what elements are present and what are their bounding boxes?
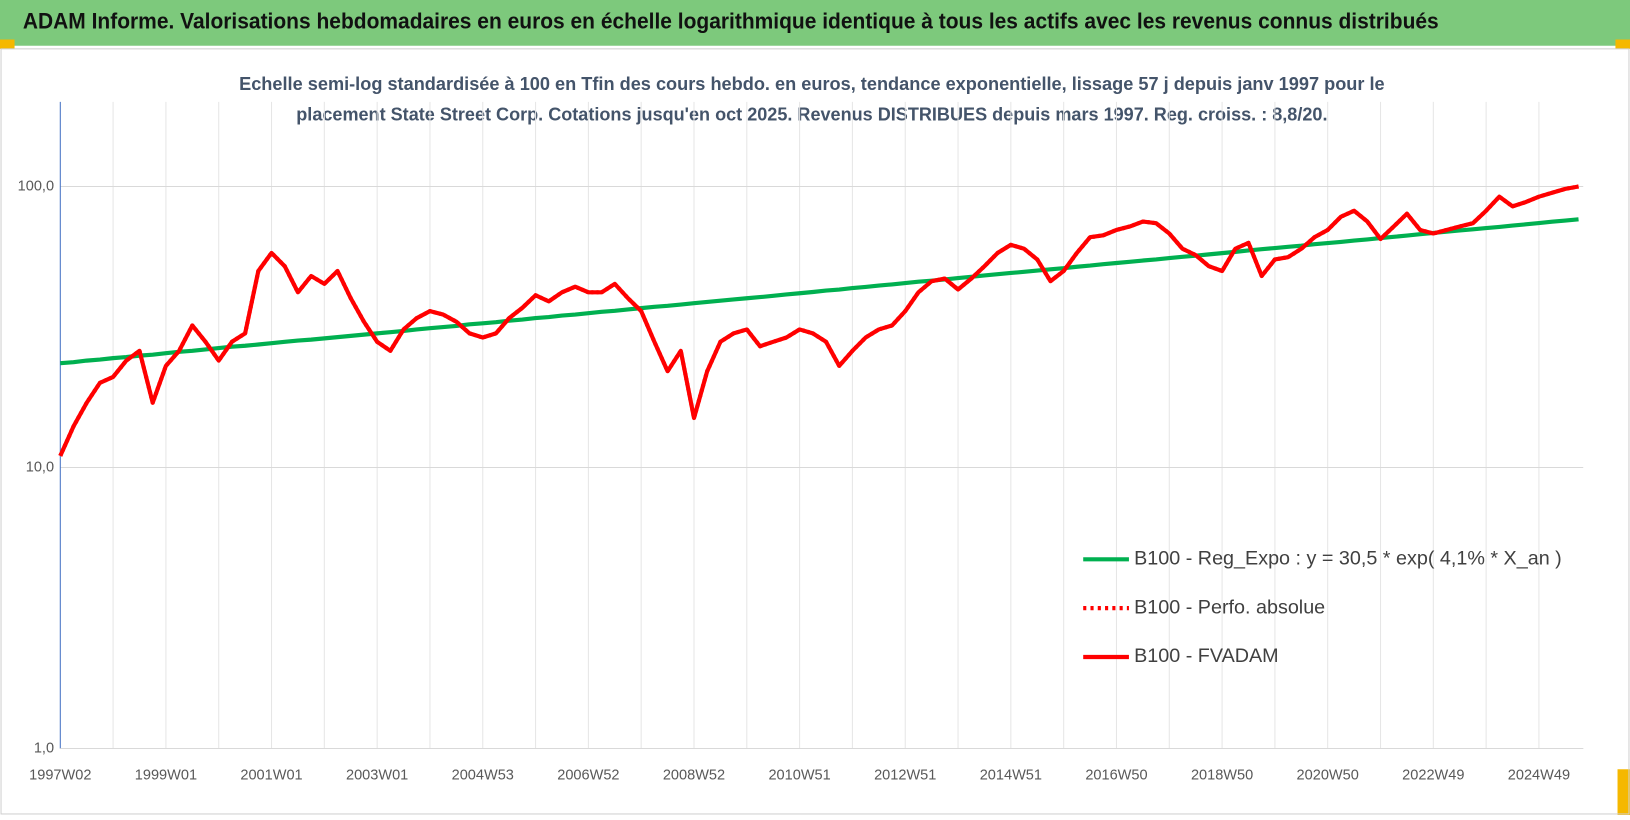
y-tick-label: 100,0	[18, 178, 54, 194]
x-tick-label: 2012W51	[874, 767, 936, 783]
legend-label: B100 - Reg_Expo : y = 30,5 * exp( 4,1% *…	[1134, 547, 1562, 569]
corner	[1615, 39, 1630, 49]
chart-subtitle: Echelle semi-log standardisée à 100 en T…	[239, 73, 1385, 94]
plot: 1,0 10,0 100,0 1997W02 1999W01 2001W01 2003W01…	[18, 101, 1584, 783]
series-line	[60, 217, 1579, 366]
chart-frame	[0, 48, 1630, 815]
x-tick-label: 2010W51	[768, 767, 830, 783]
chart-subtitle: placement State Street Corp. Cotations j…	[296, 103, 1327, 124]
series-line	[58, 184, 1579, 457]
x-tick-label: 2022W49	[1402, 767, 1464, 783]
y-tick-label: 1,0	[34, 740, 54, 756]
x-tick-label: 2024W49	[1508, 767, 1570, 783]
header-bar	[0, 0, 1630, 46]
x-tick-label: 2014W51	[980, 767, 1042, 783]
x-tick-label: 2004W53	[452, 767, 514, 783]
corner	[1617, 769, 1630, 815]
corner	[0, 39, 15, 49]
x-tick-label: 2001W01	[240, 767, 302, 783]
x-tick-label: 2018W50	[1191, 767, 1253, 783]
x-tick-label: 2003W01	[346, 767, 408, 783]
x-tick-label: 2006W52	[557, 767, 619, 783]
x-tick-label: 1999W01	[135, 767, 197, 783]
header-title: ADAM Informe. Valorisations hebdomadaire…	[23, 9, 1439, 34]
legend-label: B100 - FVADAM	[1134, 645, 1279, 667]
y-tick-label: 10,0	[26, 459, 54, 475]
x-tick-label: 2016W50	[1085, 767, 1147, 783]
x-tick-label: 1997W02	[29, 767, 91, 783]
x-tick-label: 2020W50	[1297, 767, 1359, 783]
legend-label: B100 - Perfo. absolue	[1134, 596, 1325, 618]
x-tick-label: 2008W52	[663, 767, 725, 783]
